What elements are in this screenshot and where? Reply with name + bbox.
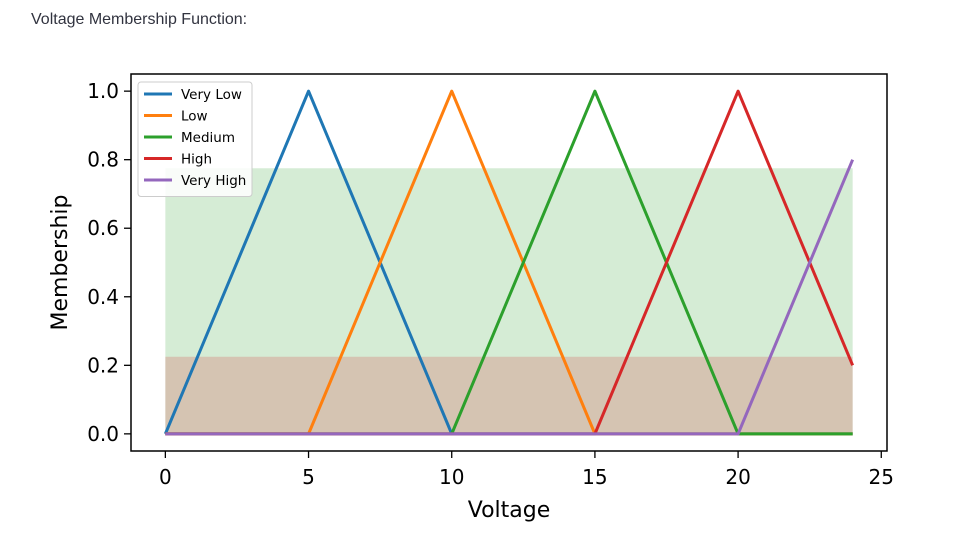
legend-entry: Very High [181, 173, 246, 189]
x-tick-label: 25 [869, 465, 894, 489]
shaded-regions [165, 168, 853, 434]
y-axis-ticks: 0.0 0.2 0.4 0.6 0.8 1.0 [87, 79, 131, 446]
x-axis-label: Voltage [468, 498, 551, 523]
chart-heading: Voltage Membership Function: [31, 11, 248, 28]
y-tick-label: 0.0 [87, 422, 119, 446]
y-tick-label: 0.4 [87, 285, 119, 309]
y-tick-label: 0.8 [87, 148, 119, 172]
shaded-region-2 [165, 356, 853, 434]
y-tick-label: 0.6 [87, 216, 119, 240]
x-tick-label: 0 [159, 465, 172, 489]
legend-entry: Medium [181, 130, 235, 146]
y-tick-label: 1.0 [87, 79, 119, 103]
legend: Very Low Low Medium High Very High [137, 81, 253, 197]
legend-entry: High [181, 152, 212, 168]
legend-entry: Low [181, 109, 208, 125]
x-axis-ticks: 0 5 10 15 20 25 [159, 451, 894, 489]
series-line-very-high [165, 159, 855, 436]
x-tick-label: 20 [725, 465, 750, 489]
x-tick-label: 5 [302, 465, 315, 489]
series-lines [163, 89, 855, 436]
x-tick-label: 10 [439, 465, 464, 489]
y-tick-label: 0.2 [87, 353, 119, 377]
plot-frame [130, 73, 888, 452]
legend-box [137, 81, 253, 197]
x-tick-label: 15 [582, 465, 607, 489]
y-axis-label: Membership [48, 195, 73, 331]
legend-entry: Very Low [181, 87, 242, 103]
shaded-region-1 [165, 168, 853, 434]
